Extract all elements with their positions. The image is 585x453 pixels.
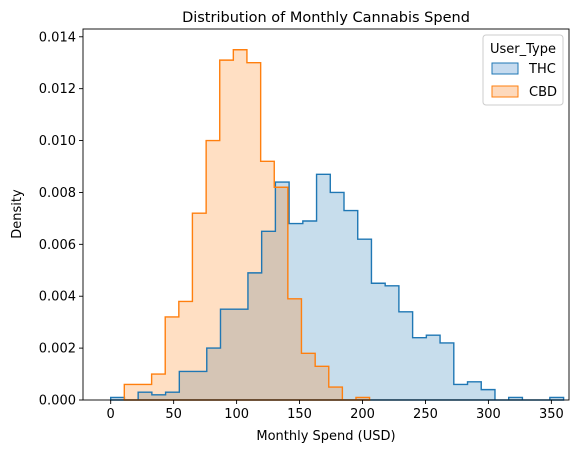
legend-label-cbd: CBD bbox=[529, 85, 557, 100]
x-tick-label: 0 bbox=[107, 407, 115, 422]
plot-frame bbox=[82, 28, 570, 401]
y-tick-label: 0.004 bbox=[39, 290, 76, 305]
y-tick-label: 0.014 bbox=[39, 30, 76, 45]
legend: User_Type THC CBD bbox=[482, 34, 564, 106]
y-tick-label: 0.006 bbox=[39, 238, 76, 253]
legend-swatch-cbd bbox=[491, 85, 519, 98]
y-tick-label: 0.010 bbox=[39, 134, 76, 149]
histogram-outline-thc bbox=[110, 173, 565, 401]
x-tick-label: 250 bbox=[413, 407, 438, 422]
legend-title: User_Type bbox=[490, 42, 556, 57]
y-axis-label: Density bbox=[10, 189, 25, 239]
histogram-outline-cbd bbox=[123, 49, 371, 401]
x-tick-label: 50 bbox=[165, 407, 182, 422]
x-tick-label: 100 bbox=[224, 407, 249, 422]
chart-title: Distribution of Monthly Cannabis Spend bbox=[182, 10, 470, 26]
x-tick-label: 350 bbox=[539, 407, 564, 422]
y-tick-label: 0.008 bbox=[39, 186, 76, 201]
y-tick-label: 0.012 bbox=[39, 82, 76, 97]
legend-swatch-thc bbox=[491, 62, 519, 75]
plot-area bbox=[110, 49, 565, 401]
histogram-fill-cbd bbox=[124, 49, 370, 400]
y-tick-label: 0.000 bbox=[39, 394, 76, 409]
y-axis: 0.000 0.002 0.004 0.006 0.008 0.010 0.012 0.014 bbox=[39, 30, 83, 409]
x-tick-label: 150 bbox=[287, 407, 312, 422]
x-axis-label: Monthly Spend (USD) bbox=[256, 429, 395, 444]
x-tick-label: 200 bbox=[350, 407, 375, 422]
x-axis: 0 50 100 150 200 250 300 350 bbox=[107, 400, 564, 422]
y-tick-label: 0.002 bbox=[39, 342, 76, 357]
x-tick-label: 300 bbox=[476, 407, 501, 422]
legend-label-thc: THC bbox=[528, 62, 556, 77]
